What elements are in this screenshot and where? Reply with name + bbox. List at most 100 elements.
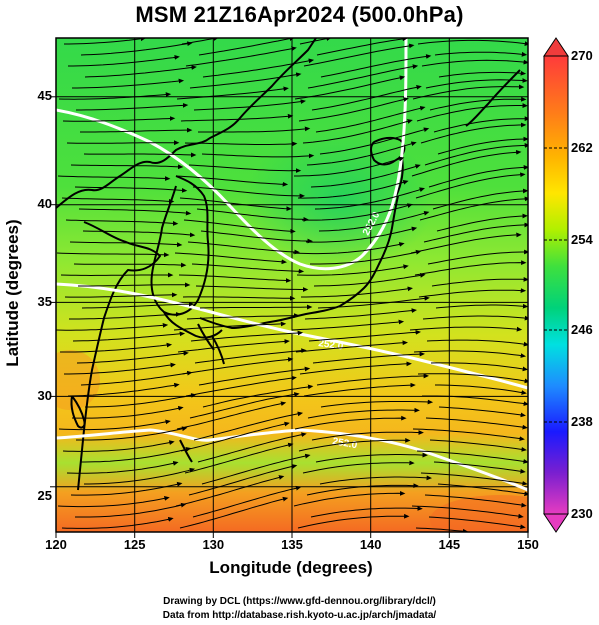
streamline bbox=[183, 219, 296, 234]
streamline bbox=[174, 252, 287, 265]
streamline bbox=[85, 393, 197, 408]
x-axis-label: Longitude (degrees) bbox=[209, 558, 373, 577]
streamline bbox=[56, 252, 170, 258]
wind-streamlines bbox=[56, 38, 528, 532]
streamline bbox=[303, 43, 415, 67]
streamline bbox=[320, 399, 434, 408]
streamline bbox=[301, 203, 413, 221]
streamline bbox=[72, 331, 186, 342]
streamline bbox=[409, 326, 523, 332]
colorbar bbox=[543, 37, 569, 533]
streamline bbox=[202, 384, 314, 408]
streamline bbox=[188, 164, 302, 173]
x-tick-label: 130 bbox=[202, 537, 225, 552]
contour-label-3: 252.0 bbox=[331, 436, 358, 451]
streamline bbox=[430, 362, 528, 372]
streamline bbox=[320, 54, 432, 78]
streamline bbox=[438, 406, 526, 418]
streamline bbox=[175, 175, 289, 187]
streamline bbox=[80, 447, 192, 463]
x-tick-label: 120 bbox=[45, 537, 67, 552]
streamline bbox=[175, 475, 285, 507]
streamline bbox=[293, 490, 406, 507]
streamline bbox=[61, 197, 175, 204]
streamline bbox=[185, 375, 297, 397]
streamline bbox=[432, 188, 528, 210]
streamline bbox=[295, 340, 408, 353]
streamline bbox=[70, 481, 183, 496]
streamline bbox=[292, 242, 405, 255]
streamline bbox=[417, 39, 528, 47]
streamline bbox=[66, 461, 179, 474]
streamline bbox=[297, 513, 410, 529]
streamline bbox=[76, 426, 188, 441]
streamline bbox=[421, 59, 528, 67]
streamline bbox=[80, 127, 193, 133]
streamline bbox=[188, 464, 298, 496]
streamline bbox=[291, 319, 405, 331]
streamline bbox=[196, 208, 309, 222]
streamline bbox=[189, 72, 302, 89]
streamline bbox=[312, 351, 425, 364]
streamline bbox=[84, 467, 196, 485]
credit-drawing: Drawing by DCL (https://www.gfd-dennou.o… bbox=[163, 596, 436, 607]
streamline bbox=[66, 140, 180, 146]
streamline bbox=[190, 330, 304, 342]
streamline bbox=[80, 370, 193, 386]
streamline bbox=[76, 350, 189, 364]
streamline bbox=[304, 308, 417, 320]
streamline bbox=[58, 419, 171, 431]
streamline bbox=[301, 286, 413, 298]
streamline bbox=[299, 38, 332, 45]
streamline bbox=[60, 342, 173, 353]
streamline bbox=[84, 65, 197, 78]
streamline bbox=[306, 141, 417, 166]
streamline bbox=[197, 432, 307, 463]
streamline bbox=[179, 496, 289, 529]
streamline bbox=[414, 260, 527, 276]
streamline bbox=[307, 64, 419, 89]
colorbar-tick-label: 254 bbox=[571, 232, 593, 247]
streamline bbox=[186, 313, 300, 320]
streamline bbox=[318, 210, 430, 232]
streamline bbox=[80, 41, 193, 56]
streamline bbox=[61, 517, 174, 529]
streamline bbox=[435, 303, 528, 309]
streamline bbox=[200, 230, 313, 244]
streamline bbox=[178, 274, 292, 283]
streamline bbox=[315, 452, 428, 463]
streamline bbox=[195, 285, 309, 292]
colorbar-tick-label: 262 bbox=[571, 140, 593, 155]
streamline bbox=[422, 315, 528, 321]
streamline bbox=[294, 415, 407, 430]
y-tick-label: 35 bbox=[37, 294, 52, 309]
streamline bbox=[429, 439, 527, 452]
streamline bbox=[78, 282, 191, 288]
streamline bbox=[436, 213, 528, 232]
streamline bbox=[438, 70, 527, 78]
streamline bbox=[189, 392, 300, 419]
streamline bbox=[298, 97, 409, 122]
streamline bbox=[296, 264, 409, 276]
streamline bbox=[192, 485, 302, 518]
streamline bbox=[305, 226, 418, 243]
streamline bbox=[425, 78, 528, 89]
streamline bbox=[60, 272, 174, 278]
streamline bbox=[311, 84, 422, 111]
streamline bbox=[420, 122, 527, 144]
streamline bbox=[319, 475, 432, 485]
streamline bbox=[192, 186, 305, 199]
streamline bbox=[176, 401, 287, 430]
streamline bbox=[435, 384, 527, 395]
streamline bbox=[74, 186, 188, 193]
streamline bbox=[420, 472, 528, 486]
streamline bbox=[181, 357, 294, 375]
streamline bbox=[193, 411, 304, 441]
streamline bbox=[433, 461, 526, 474]
streamline bbox=[416, 103, 528, 122]
streamline bbox=[417, 373, 528, 384]
x-tick-label: 150 bbox=[517, 537, 539, 552]
streamline bbox=[199, 304, 313, 310]
streamline bbox=[81, 301, 195, 309]
streamline bbox=[180, 113, 294, 122]
